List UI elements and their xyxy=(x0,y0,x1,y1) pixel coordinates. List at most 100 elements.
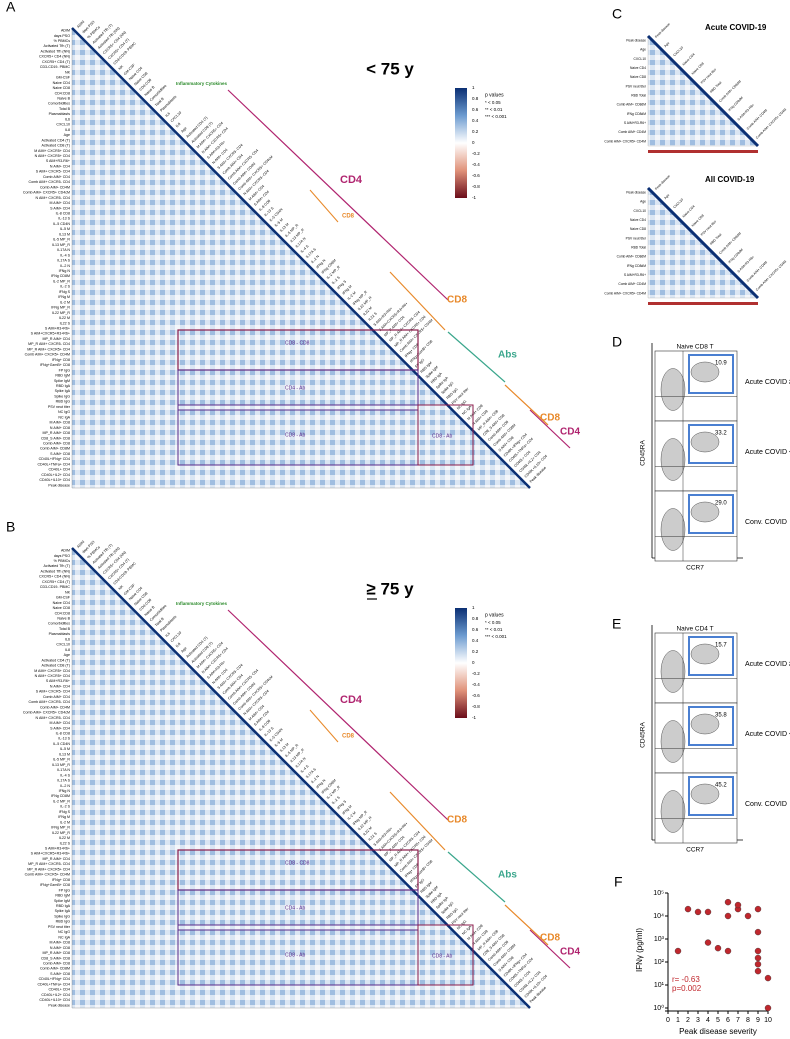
diagonal-label: IL8 xyxy=(175,122,181,128)
diagonal xyxy=(646,186,760,300)
row-label: FP IgG xyxy=(59,368,71,372)
row-label: Comb AIM+ CXCR5+ CD4M xyxy=(604,139,646,143)
colorbar-label: 0.8 xyxy=(472,96,479,101)
point xyxy=(754,967,762,975)
row-label: Spike IgG xyxy=(54,914,70,918)
diagonal-label: PSV neut titer xyxy=(700,67,718,85)
row-label: IL6 xyxy=(65,117,70,121)
row-label: CXCR5+ CD4 (NN) xyxy=(39,55,70,59)
row-label: Activated CD4 (T) xyxy=(41,658,70,662)
row-label: IL22 S xyxy=(60,321,71,325)
inset-box xyxy=(177,369,419,411)
colorbar-label: 1 xyxy=(472,85,475,90)
group-line xyxy=(529,409,571,449)
row-label: RBD IgG xyxy=(56,920,71,924)
gate-value: 10.9 xyxy=(715,361,727,367)
row-label: Total B xyxy=(59,627,71,631)
row-label: IFNg N xyxy=(59,269,71,273)
row-label: Naive CD8 xyxy=(630,227,646,231)
row-label: CD40L+ CD4 xyxy=(49,468,70,472)
row-label: NK xyxy=(65,70,71,74)
row-label: S AIM+R3-R6+ xyxy=(624,273,646,277)
row-label: CXCL10 xyxy=(56,643,70,647)
group-line xyxy=(227,89,449,301)
row-label: MP_R AIM+ CD8 xyxy=(43,431,70,435)
colorbar-label: 0 xyxy=(472,660,475,665)
row-label: Comb AIM+ CD4 xyxy=(43,175,70,179)
diagonal-label: IL22 S xyxy=(368,311,379,322)
row-label: CXCL10 xyxy=(634,209,647,213)
row-label: Age xyxy=(64,653,70,657)
row-label: Comb AIM+ CXCR5+ CD4cM xyxy=(23,711,70,715)
gate-value: 35.8 xyxy=(715,713,727,719)
point xyxy=(724,947,732,955)
row-label: IL8 xyxy=(65,128,70,132)
group-label: CD4 xyxy=(340,694,363,706)
row-label: RBD IgA xyxy=(56,384,71,388)
row-label: IL-4 S xyxy=(60,773,70,777)
gate-box xyxy=(688,706,734,746)
condition-label: Acute COVID ≥75 years xyxy=(745,661,790,668)
group-label: CD8 xyxy=(447,295,467,306)
row-label: Comb AIM+ CD4M xyxy=(40,705,70,709)
panel-letter: F xyxy=(614,874,623,890)
colorbar-label: 0.2 xyxy=(472,649,479,654)
colorbar-label: 0.4 xyxy=(472,638,479,643)
row-label: Comb AIM+ CXCR5- CD4 xyxy=(29,180,70,184)
row-label: ADIM xyxy=(61,549,70,553)
y-tick-label: 10⁴ xyxy=(653,913,664,920)
group-label: CD4 xyxy=(340,174,363,186)
diagonal-label: RBD Total xyxy=(709,80,722,93)
point xyxy=(714,944,722,952)
diagonal-label: FP IgG xyxy=(414,358,425,369)
colorbar-label: -0.6 xyxy=(472,693,480,698)
row-label: S AIM+R3-R6+ xyxy=(624,121,646,125)
row-label: Activated CD4 (T) xyxy=(41,138,70,142)
row-label: Peak disease xyxy=(48,483,70,487)
x-tick-label: 5 xyxy=(716,1017,720,1024)
row-label: IL-5 CD4N xyxy=(53,742,70,746)
diagonal-label: IL-4 S xyxy=(300,244,310,254)
colorbar-label: 0 xyxy=(472,140,475,145)
row-label: Age xyxy=(640,200,646,204)
inset-label: CD8 - CD8 xyxy=(285,340,310,346)
legend-item: ** < 0.01 xyxy=(485,627,503,632)
point xyxy=(724,898,732,906)
row-label: Spike IgA xyxy=(55,389,71,393)
row-label: M AIM+ CXCR5+ CD4 xyxy=(34,669,70,673)
point xyxy=(764,974,772,982)
row-label: RBD IgA xyxy=(56,904,71,908)
row-label: N AIM+ CD8 xyxy=(50,426,70,430)
row-label: N AIM+ CXCR5+ CD4 xyxy=(35,674,70,678)
row-label: IFNg+GzmB+ CD8 xyxy=(40,883,70,887)
point xyxy=(744,912,752,920)
point xyxy=(734,901,742,909)
row-label: IL8 xyxy=(65,648,70,652)
row-label: RBD Total xyxy=(631,245,646,249)
row-label: Spike IgG xyxy=(54,394,70,398)
group-line xyxy=(309,189,339,223)
diagonal-label: IL-2 S xyxy=(331,275,341,285)
row-label: IL-13 S xyxy=(58,737,70,741)
row-label: CD4:CD8 xyxy=(55,91,70,95)
colorbar-label: 0.6 xyxy=(472,107,479,112)
row-label: Comorbidities xyxy=(48,622,70,626)
colorbar-label: 0.4 xyxy=(472,118,479,123)
legend-item: *** < 0.001 xyxy=(485,114,507,119)
row-label: IFNg M xyxy=(58,295,70,299)
row-label: S AIM+ CXCR5- CD4 xyxy=(36,690,70,694)
inset-label: CD8 - Ab xyxy=(432,433,453,439)
row-label: Activated CD8 (T) xyxy=(41,144,70,148)
row-label: Comb AIM+ CD8 xyxy=(43,442,70,446)
row-label: IL-5 M xyxy=(60,747,70,751)
row-label: CXCR5+ CD4 (T) xyxy=(42,580,70,584)
row-label: Naive CD8 xyxy=(630,75,646,79)
row-label: CD8_S AIM+ CD8 xyxy=(41,956,70,960)
group-label: CD4 xyxy=(560,427,580,438)
row-label: IL22 M xyxy=(59,316,70,320)
axis-label: Peak disease severity xyxy=(679,1027,757,1036)
gate-box xyxy=(688,776,734,816)
row-label: Comb AIM+ CD4 xyxy=(43,695,70,699)
x-tick-label: 2 xyxy=(686,1017,690,1024)
diagonal-label: Comb AIM+ CXCR5+ CD4M xyxy=(755,107,787,139)
